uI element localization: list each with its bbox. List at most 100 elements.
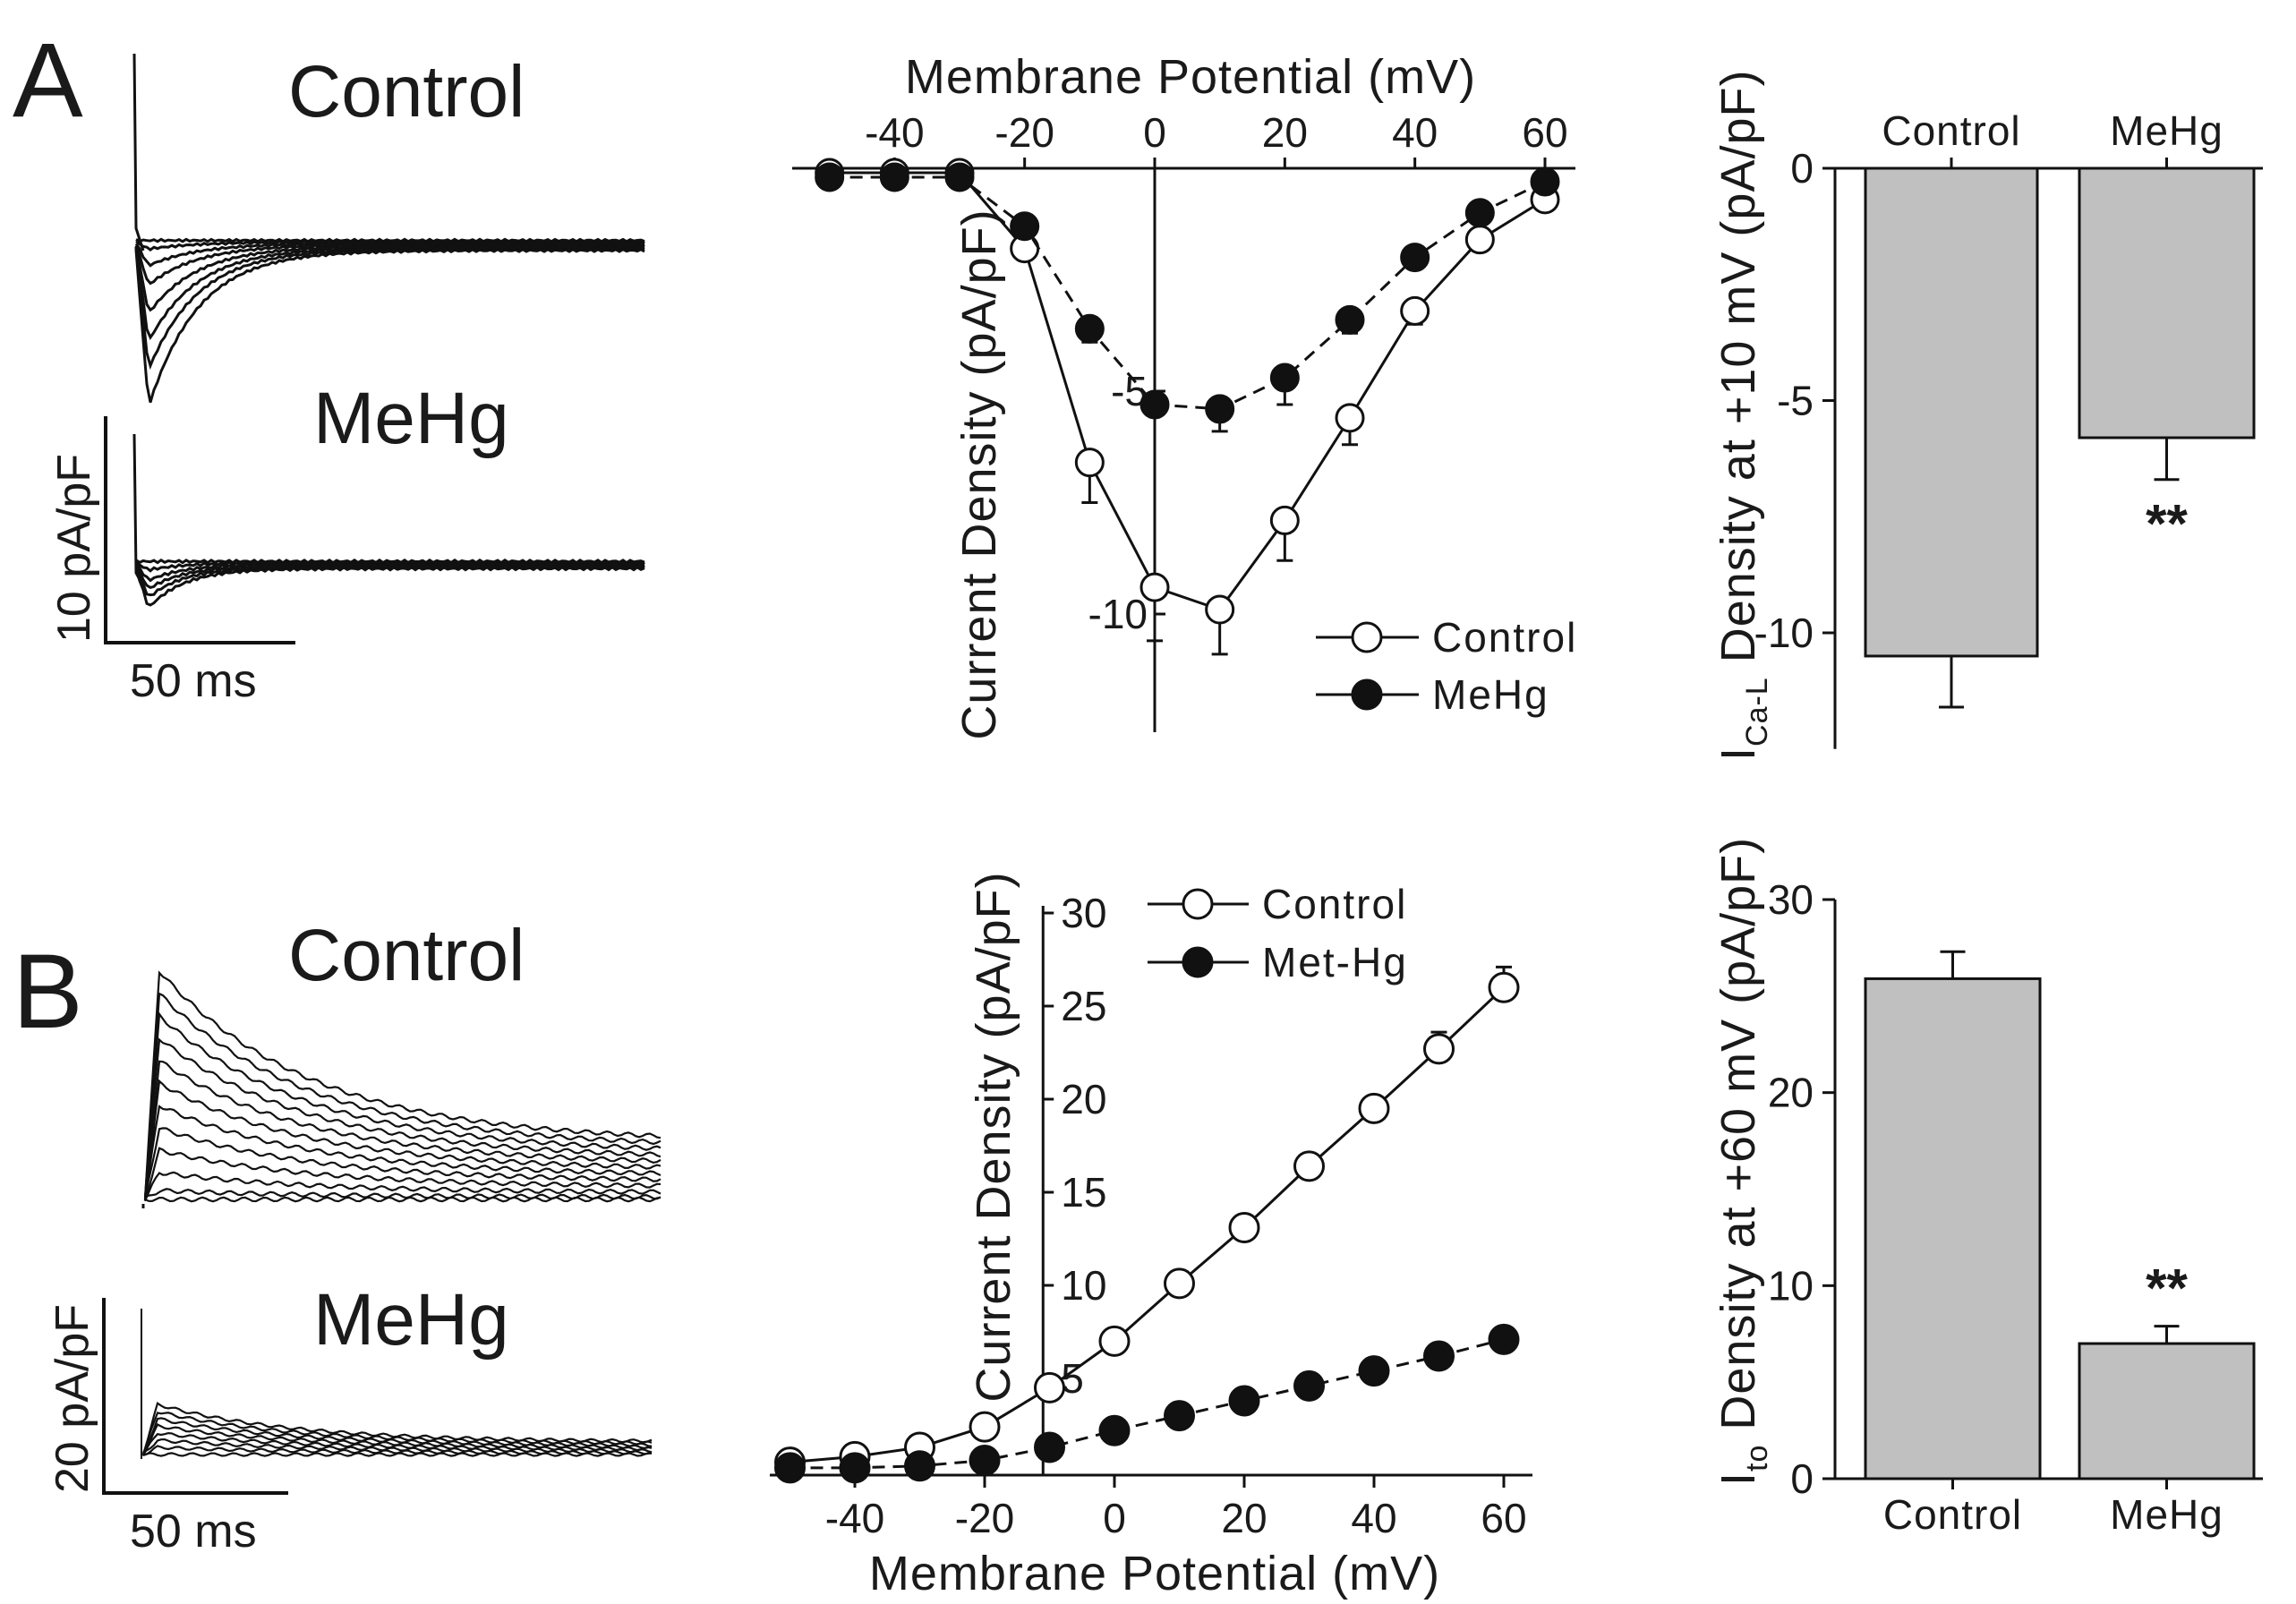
y-tick-label-1: -10 bbox=[1088, 591, 1148, 637]
panel-b-control-label: Control bbox=[288, 915, 525, 996]
error-bar bbox=[2154, 438, 2180, 482]
y-tick-label-0: 0 bbox=[1790, 145, 1814, 192]
legend-control-marker bbox=[1351, 621, 1383, 653]
x-tick-label-0: -40 bbox=[825, 1495, 884, 1541]
point-control-8 bbox=[1293, 1150, 1325, 1182]
x-tick-label-5: 60 bbox=[1522, 109, 1567, 156]
panel-a-iv-legend: Control MeHg bbox=[1316, 614, 1577, 718]
point-met-hg-1 bbox=[839, 1452, 871, 1484]
current-trace bbox=[143, 1147, 661, 1200]
point-mehg-11 bbox=[1530, 166, 1560, 197]
y-tick-label-1: 10 bbox=[1768, 1262, 1814, 1309]
series-line-0 bbox=[829, 171, 1546, 611]
point-mehg-4 bbox=[1074, 313, 1105, 344]
current-trace bbox=[142, 1417, 653, 1454]
panel-a-scale-y-label: 10 pA/pF bbox=[48, 454, 100, 643]
point-control-4 bbox=[1034, 1371, 1065, 1404]
panel-b-mehg-label: MeHg bbox=[313, 1279, 509, 1361]
legend-control-label: Control bbox=[1432, 614, 1577, 661]
current-trace bbox=[142, 1438, 653, 1455]
current-trace bbox=[143, 1171, 661, 1202]
panel-a-mehg-label: MeHg bbox=[313, 378, 509, 459]
x-tick-label-4: 40 bbox=[1351, 1495, 1396, 1541]
point-control-9 bbox=[1400, 295, 1430, 326]
y-tick-label-4: 25 bbox=[1061, 983, 1106, 1029]
point-control-5 bbox=[1098, 1325, 1131, 1357]
panel-a-traces: A Control MeHg 10 pA/pF 50 ms bbox=[13, 21, 645, 707]
current-trace bbox=[144, 1188, 661, 1200]
point-control-8 bbox=[1335, 403, 1365, 433]
legend-control-label: Control bbox=[1262, 881, 1407, 927]
point-met-hg-11 bbox=[1488, 1323, 1520, 1355]
point-control-11 bbox=[1488, 971, 1520, 1003]
current-trace bbox=[144, 1196, 661, 1203]
panel-a-iv-x-title: Membrane Potential (mV) bbox=[905, 50, 1476, 104]
y-title-main: I bbox=[1711, 1472, 1765, 1486]
panel-b-iv-x-title: Membrane Potential (mV) bbox=[869, 1547, 1440, 1600]
current-trace bbox=[141, 1401, 653, 1456]
point-mehg-1 bbox=[879, 162, 909, 192]
point-met-hg-0 bbox=[774, 1452, 806, 1484]
bar-control bbox=[1864, 977, 2042, 1480]
category-label-mehg: MeHg bbox=[2110, 1491, 2223, 1538]
panel-b-control-traces bbox=[141, 970, 661, 1208]
legend-methg-marker bbox=[1182, 946, 1214, 978]
point-mehg-8 bbox=[1335, 304, 1365, 335]
point-mehg-0 bbox=[815, 162, 845, 192]
capacitive-transient bbox=[132, 53, 145, 252]
point-mehg-9 bbox=[1400, 243, 1430, 273]
point-control-6 bbox=[1164, 1267, 1195, 1300]
current-trace bbox=[134, 247, 645, 404]
panel-b-iv-legend: Control Met-Hg bbox=[1148, 881, 1408, 985]
current-trace bbox=[143, 1011, 661, 1201]
panel-a-iv-chart: Membrane Potential (mV) Current Density … bbox=[792, 50, 1577, 740]
panel-a-iv-y-title: Current Density (pA/pF) bbox=[952, 209, 1006, 739]
point-met-hg-8 bbox=[1293, 1369, 1325, 1402]
current-trace bbox=[134, 562, 645, 590]
x-tick-label-2: 0 bbox=[1143, 109, 1166, 156]
bar-mehg bbox=[2078, 1342, 2256, 1480]
y-tick-label-2: 15 bbox=[1061, 1169, 1106, 1216]
point-mehg-7 bbox=[1269, 363, 1300, 393]
current-trace bbox=[134, 243, 645, 312]
panel-a-control-traces bbox=[132, 53, 645, 404]
current-trace bbox=[143, 1037, 661, 1200]
current-trace bbox=[143, 970, 661, 1200]
panel-b-iv-chart: Membrane Potential (mV) Current Density … bbox=[770, 871, 1532, 1600]
y-tick-label-2: 20 bbox=[1768, 1070, 1814, 1116]
legend-mehg-marker bbox=[1351, 678, 1383, 711]
x-tick-label-1: -20 bbox=[955, 1495, 1014, 1541]
x-tick-label-1: -20 bbox=[994, 109, 1054, 156]
legend-methg-label: Met-Hg bbox=[1262, 939, 1408, 985]
significance-mehg: ** bbox=[2146, 1258, 2188, 1318]
bar-control bbox=[1864, 166, 2039, 658]
point-control-7 bbox=[1228, 1212, 1260, 1244]
panel-b-scale-bar bbox=[102, 1298, 288, 1495]
point-control-5 bbox=[1139, 572, 1170, 602]
panel-a-scale-bar bbox=[104, 416, 295, 644]
legend-control-marker bbox=[1182, 888, 1214, 920]
panel-a-bar-y-title: ICa-L Density at +10 mV (pA/pF) bbox=[1711, 70, 1774, 761]
y-tick-label-1: 10 bbox=[1061, 1262, 1106, 1309]
error-bar bbox=[1939, 655, 1964, 709]
point-met-hg-6 bbox=[1164, 1400, 1195, 1432]
y-tick-label-1: -5 bbox=[1777, 378, 1814, 424]
point-control-7 bbox=[1269, 505, 1300, 535]
point-met-hg-7 bbox=[1228, 1385, 1260, 1417]
error-bar bbox=[1940, 950, 1966, 979]
x-tick-label-3: 20 bbox=[1262, 109, 1308, 156]
x-tick-label-4: 40 bbox=[1392, 109, 1438, 156]
point-met-hg-5 bbox=[1098, 1414, 1131, 1446]
point-control-4 bbox=[1074, 448, 1105, 478]
current-trace bbox=[143, 1105, 661, 1201]
current-trace bbox=[143, 992, 661, 1198]
panel-b-traces: B Control MeHg 20 pA/pF 50 ms bbox=[13, 915, 661, 1557]
current-trace bbox=[134, 564, 645, 597]
panel-a-bar-chart: ICa-L Density at +10 mV (pA/pF) 0 -5 -10 Co… bbox=[1711, 70, 2263, 761]
y-title-rest: Density at +60 mV (pA/pF) bbox=[1711, 837, 1765, 1445]
current-trace bbox=[143, 1060, 661, 1198]
point-control-6 bbox=[1205, 594, 1235, 625]
legend-mehg-label: MeHg bbox=[1432, 671, 1549, 718]
panel-b-scale-x-label: 50 ms bbox=[130, 1506, 257, 1557]
